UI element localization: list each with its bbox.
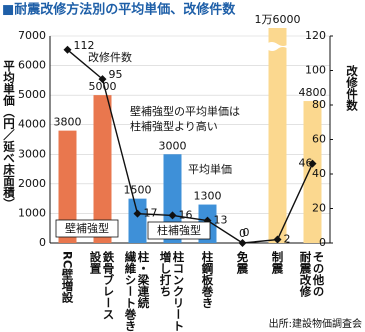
y2-tick-label: 100 — [305, 64, 326, 77]
y-tick-label: 0 — [39, 236, 46, 249]
x-tick-label: 柱コンクリート — [172, 250, 186, 331]
value-label: 4800 — [299, 86, 327, 99]
y-tick-label: 6000 — [18, 59, 46, 72]
y2-tick-label: 20 — [312, 202, 326, 215]
count-label: 0 — [243, 226, 250, 239]
x-tick-label: 繊維シート巻き — [124, 250, 138, 332]
bar — [303, 101, 322, 243]
value-label: 0 — [239, 227, 246, 240]
x-tick-label: 制震 — [271, 250, 285, 275]
count-marker — [308, 159, 317, 168]
note: 壁補強型の平均単価は — [130, 104, 240, 118]
y-tick-label: 4000 — [18, 118, 46, 131]
y-axis-label: 平均単価（円／延べ床面積） — [2, 60, 16, 210]
y-tick-label: 5000 — [18, 88, 46, 101]
series-label: 平均単価 — [188, 162, 232, 176]
x-tick-label: RC壁増設 — [61, 251, 75, 303]
count-label: 2 — [284, 233, 291, 246]
x-tick-label: 鉄骨ブレース — [102, 250, 116, 320]
count-label: 95 — [109, 68, 123, 81]
value-label: 1500 — [124, 184, 152, 197]
value-label: 5000 — [89, 80, 117, 93]
count-marker — [168, 211, 177, 220]
count-marker — [98, 75, 107, 84]
count-marker — [133, 209, 142, 218]
note: 柱補強型より高い — [130, 119, 218, 133]
count-marker — [238, 239, 247, 247]
count-line — [67, 49, 314, 244]
axis-break — [266, 42, 289, 51]
y2-axis-label: 改修件数 — [345, 64, 359, 112]
group-box — [55, 219, 119, 238]
x-tick-label: 免震 — [236, 250, 250, 275]
y-tick-label: 3000 — [18, 147, 46, 160]
count-marker — [63, 45, 72, 54]
series-label: 改修件数 — [88, 50, 132, 64]
bar — [163, 154, 182, 243]
group-box — [147, 221, 211, 240]
group-label: 柱補強型 — [157, 223, 201, 237]
x-tick-label: 柱鋼板巻き — [201, 250, 215, 309]
bar — [268, 28, 287, 243]
y2-tick-label: 0 — [319, 236, 326, 249]
bar — [58, 130, 77, 243]
y-tick-label: 7000 — [18, 29, 46, 42]
y2-tick-label: 60 — [312, 133, 326, 146]
x-tick-label: その他の — [312, 251, 326, 297]
count-marker — [273, 235, 282, 244]
value-label: 3000 — [159, 139, 187, 152]
y2-tick-label: 80 — [312, 98, 326, 111]
x-tick-label: 柱・梁連続 — [137, 250, 151, 309]
y2-tick-label: 40 — [312, 167, 326, 180]
y-tick-label: 2000 — [18, 177, 46, 190]
count-label: 17 — [144, 207, 158, 220]
y2-tick-label: 120 — [305, 29, 326, 42]
count-label: 112 — [74, 39, 95, 52]
count-label: 46 — [299, 157, 313, 170]
group-label: 壁補強型 — [65, 221, 109, 235]
y-tick-label: 1000 — [18, 206, 46, 219]
source: 出所:建設物価調査会 — [269, 317, 362, 330]
x-tick-label: 増し打ち — [159, 250, 173, 297]
value-label: 1万6000 — [255, 13, 301, 26]
x-tick-label: 耐震改修 — [299, 250, 313, 298]
x-tick-label: 設置 — [89, 250, 103, 274]
bar — [128, 198, 147, 243]
value-label: 3800 — [54, 116, 82, 129]
bar — [93, 95, 112, 244]
value-label: 1300 — [194, 190, 222, 203]
count-label: 16 — [179, 208, 193, 221]
chart-title: ■耐震改修方法別の平均単価、改修件数 — [2, 2, 236, 18]
count-label: 13 — [214, 214, 228, 227]
